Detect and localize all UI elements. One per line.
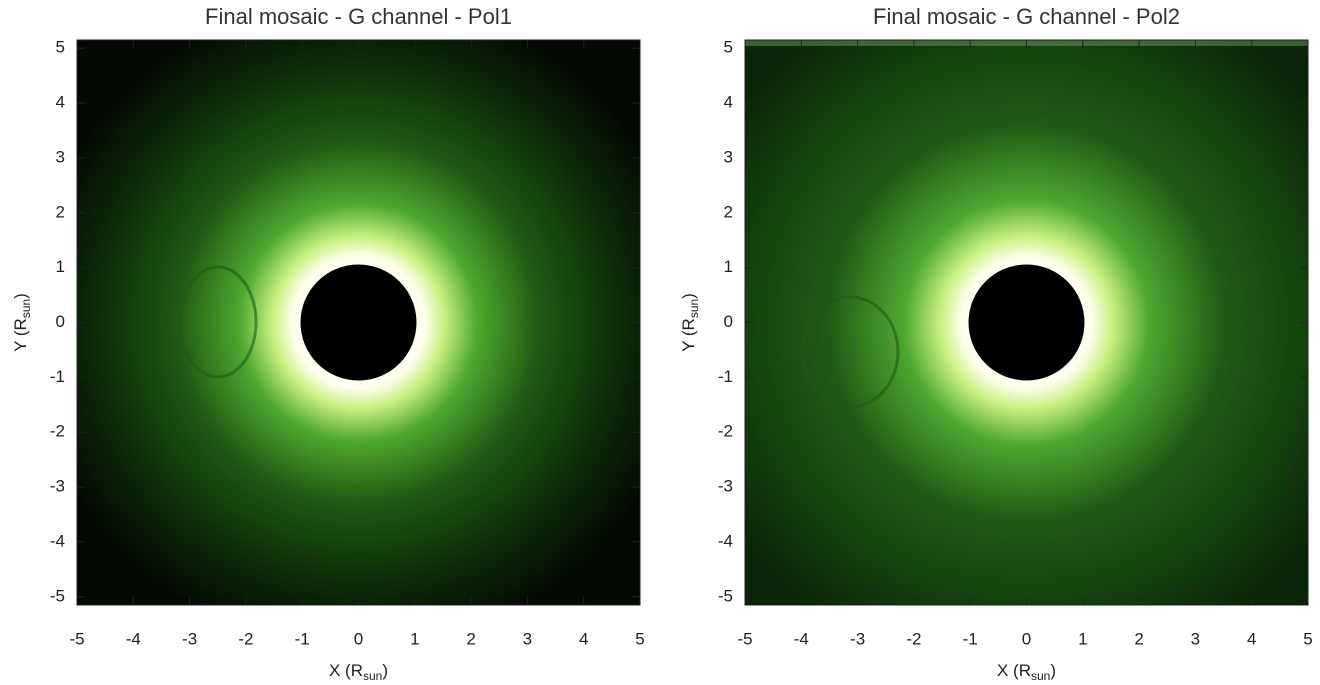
- y-tick-label: 3: [56, 147, 65, 166]
- x-tick-label: 5: [635, 629, 644, 648]
- axis-label-text: X (R: [997, 661, 1031, 680]
- axis-label-text: Y (R: [11, 318, 30, 352]
- x-tick-label: 2: [466, 629, 475, 648]
- y-tick-label: 5: [56, 38, 65, 57]
- chart-title: Final mosaic - G channel - Pol2: [873, 4, 1180, 29]
- y-tick-label: -2: [50, 422, 65, 441]
- y-tick-label: 4: [724, 93, 733, 112]
- axis-label-text: ): [679, 293, 698, 299]
- y-tick-label: -3: [50, 477, 65, 496]
- chart-title: Final mosaic - G channel - Pol1: [205, 4, 512, 29]
- x-tick-label: -2: [906, 629, 921, 648]
- y-tick-label: 1: [724, 257, 733, 276]
- x-tick-label: -3: [850, 629, 865, 648]
- y-tick-label: 3: [724, 147, 733, 166]
- x-tick-label: 0: [354, 629, 363, 648]
- y-tick-label: 2: [724, 202, 733, 221]
- x-tick-label: -1: [295, 629, 310, 648]
- x-tick-label: 4: [1247, 629, 1256, 648]
- axis-label: X (Rsun): [997, 661, 1056, 683]
- y-tick-label: 4: [56, 93, 65, 112]
- image-panel: [745, 40, 1308, 605]
- axis-label-sub: sun: [1031, 669, 1050, 683]
- y-tick-label: -4: [718, 531, 733, 550]
- x-tick-label: -2: [238, 629, 253, 648]
- x-tick-label: -4: [794, 629, 809, 648]
- axis-label-text: X (R: [329, 661, 363, 680]
- ring-feature: [178, 265, 258, 379]
- axis-label-sub: sun: [19, 299, 33, 318]
- axis-label: X (Rsun): [329, 661, 388, 683]
- axis-label: Y (Rsun): [679, 293, 701, 352]
- y-tick-label: -5: [718, 586, 733, 605]
- x-tick-label: 2: [1134, 629, 1143, 648]
- y-tick-label: -4: [50, 531, 65, 550]
- x-tick-label: 1: [410, 629, 419, 648]
- x-tick-label: 3: [1191, 629, 1200, 648]
- axis-label-sub: sun: [687, 299, 701, 318]
- y-tick-label: 0: [724, 312, 733, 331]
- image-panel: [77, 40, 640, 605]
- x-tick-label: -1: [963, 629, 978, 648]
- y-tick-label: 1: [56, 257, 65, 276]
- axis-label-text: ): [382, 661, 388, 680]
- occulted-disk: [300, 264, 417, 381]
- y-tick-label: -1: [718, 367, 733, 386]
- x-tick-label: 5: [1303, 629, 1312, 648]
- x-tick-label: -4: [126, 629, 141, 648]
- ring-feature: [800, 295, 900, 409]
- occulted-disk: [968, 264, 1085, 381]
- axis-label-sub: sun: [363, 669, 382, 683]
- x-tick-label: 3: [523, 629, 532, 648]
- x-tick-label: 0: [1022, 629, 1031, 648]
- y-tick-label: -2: [718, 422, 733, 441]
- axis-label-text: ): [1050, 661, 1056, 680]
- axis-label: Y (Rsun): [11, 293, 33, 352]
- y-tick-label: -1: [50, 367, 65, 386]
- y-tick-label: 0: [56, 312, 65, 331]
- y-tick-label: -5: [50, 586, 65, 605]
- axis-label-text: Y (R: [679, 318, 698, 352]
- x-tick-label: -3: [182, 629, 197, 648]
- y-tick-label: 5: [724, 38, 733, 57]
- y-tick-label: -3: [718, 477, 733, 496]
- axis-label-text: ): [11, 293, 30, 299]
- y-tick-label: 2: [56, 202, 65, 221]
- x-tick-label: -5: [69, 629, 84, 648]
- x-tick-label: 4: [579, 629, 588, 648]
- x-tick-label: 1: [1078, 629, 1087, 648]
- x-tick-label: -5: [737, 629, 752, 648]
